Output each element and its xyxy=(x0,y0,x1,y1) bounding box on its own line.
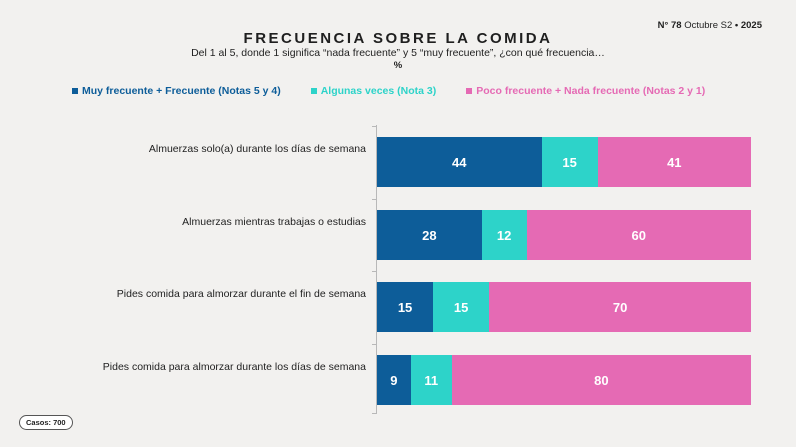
data-label-r4-s2: 11 xyxy=(424,372,439,388)
legend: Muy frecuente + Frecuente (Notas 5 y 4) A… xyxy=(72,85,756,97)
bar-segment-r2-s3: 60 xyxy=(526,210,751,260)
edition-info: N° 78 Octubre S2 • 2025 xyxy=(658,20,762,31)
legend-swatch-2 xyxy=(310,88,317,94)
data-label-r2-s3: 60 xyxy=(631,227,647,243)
category-label-4: Pides comida para almorzar durante los d… xyxy=(102,361,366,373)
category-label-2: Almuerzas mientras trabajas o estudias xyxy=(182,216,366,228)
edition-year: 2025 xyxy=(740,20,762,31)
bar-segment-r3-s3: 70 xyxy=(489,282,751,332)
bar-segment-r2-s1: 28 xyxy=(377,210,482,260)
data-label-r3-s2: 15 xyxy=(453,299,469,315)
legend-label-2: Algunas veces (Nota 3) xyxy=(320,85,437,97)
bar-segment-r1-s3: 41 xyxy=(597,137,751,187)
category-axis xyxy=(376,125,377,414)
bar-segment-r3-s1: 15 xyxy=(377,282,434,332)
edition-period: Octubre S2 xyxy=(684,20,733,31)
unit-label: % xyxy=(393,60,403,71)
category-label-1: Almuerzas solo(a) durante los días de se… xyxy=(148,143,366,155)
axis-tick-3 xyxy=(372,271,377,272)
legend-label-3: Poco frecuente + Nada frecuente (Notas 2… xyxy=(476,85,706,97)
bar-segment-r2-s2: 12 xyxy=(481,210,527,260)
bar-segment-r1-s2: 15 xyxy=(541,137,598,187)
data-label-r4-s3: 80 xyxy=(594,372,609,388)
bar-segment-r3-s2: 15 xyxy=(433,282,490,332)
bar-segment-r4-s2: 11 xyxy=(410,355,452,405)
data-label-r1-s3: 41 xyxy=(667,154,682,170)
data-label-r2-s2: 12 xyxy=(496,227,512,243)
axis-tick-1 xyxy=(372,126,377,127)
data-label-r2-s1: 28 xyxy=(422,227,437,243)
edition-number: 78 xyxy=(670,20,682,31)
chart-title: FRECUENCIA SOBRE LA COMIDA xyxy=(243,30,553,47)
axis-tick-4 xyxy=(372,344,377,345)
legend-swatch-1 xyxy=(72,88,78,94)
data-label-r4-s1: 9 xyxy=(390,372,398,388)
bar-segment-r1-s1: 44 xyxy=(377,137,542,187)
legend-item-2: Algunas veces (Nota 3) xyxy=(310,85,437,97)
bar-segment-r4-s1: 9 xyxy=(377,355,411,405)
edition-separator: • xyxy=(734,20,739,31)
legend-item-3: Poco frecuente + Nada frecuente (Notas 2… xyxy=(466,85,705,97)
axis-tick-2 xyxy=(372,199,377,200)
data-label-r3-s1: 15 xyxy=(397,299,413,315)
data-label-r1-s1: 44 xyxy=(452,154,467,170)
data-label-r1-s2: 15 xyxy=(562,154,577,170)
axis-tick-5 xyxy=(372,413,377,414)
legend-label-1: Muy frecuente + Frecuente (Notas 5 y 4) xyxy=(82,85,281,97)
cases-badge: Casos: 700 xyxy=(19,415,73,430)
chart-subtitle: Del 1 al 5, donde 1 significa “nada frec… xyxy=(191,47,605,59)
edition-prefix: N° xyxy=(657,20,669,31)
data-label-r3-s3: 70 xyxy=(612,299,628,315)
legend-swatch-3 xyxy=(466,88,473,94)
category-label-3: Pides comida para almorzar durante el fi… xyxy=(116,288,366,300)
legend-item-1: Muy frecuente + Frecuente (Notas 5 y 4) xyxy=(72,85,281,97)
bar-segment-r4-s3: 80 xyxy=(451,355,751,405)
